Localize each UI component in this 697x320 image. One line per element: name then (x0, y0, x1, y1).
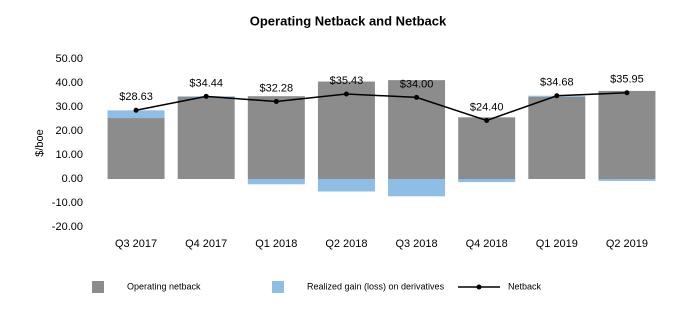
x-tick-label: Q4 2018 (466, 238, 508, 250)
point (414, 94, 420, 100)
legend-swatch (272, 281, 284, 293)
y-tick-label: 30.00 (55, 101, 83, 113)
data-label: $32.28 (259, 82, 293, 94)
bar (317, 179, 375, 192)
point (343, 91, 349, 97)
y-tick-label: 50.00 (55, 53, 83, 65)
bar (247, 96, 305, 179)
bar (107, 118, 165, 179)
legend-label: Operating netback (127, 281, 201, 291)
line (135, 91, 627, 122)
bar (107, 110, 165, 119)
bar (598, 179, 656, 181)
point (624, 90, 630, 96)
y-tick-label: -20.00 (52, 221, 83, 233)
bar (177, 96, 235, 179)
point (133, 107, 139, 113)
point (554, 93, 560, 99)
y-axis-label: $/boe (34, 129, 46, 157)
legend-swatch (92, 281, 104, 293)
bar (317, 81, 375, 179)
legend-label: Netback (508, 281, 542, 291)
y-tick-label: -10.00 (52, 197, 83, 209)
legend-marker (476, 284, 482, 290)
x-tick-label: Q1 2019 (536, 238, 578, 250)
data-label: $34.00 (400, 78, 434, 90)
legend-label: Realized gain (loss) on derivatives (307, 281, 445, 291)
data-label: $24.40 (470, 101, 504, 113)
x-tick-label: Q4 2017 (185, 238, 227, 250)
x-tick-label: Q2 2018 (325, 238, 367, 250)
point (273, 99, 279, 105)
data-label: $28.63 (119, 91, 153, 103)
bar (247, 179, 305, 185)
y-tick-label: 20.00 (55, 125, 83, 137)
bar (528, 96, 586, 179)
data-label: $35.43 (330, 75, 364, 87)
x-tick-label: Q3 2018 (395, 238, 437, 250)
x-tick-label: Q1 2018 (255, 238, 297, 250)
y-tick-label: 10.00 (55, 149, 83, 161)
x-tick-label: Q3 2017 (115, 238, 157, 250)
point (484, 117, 490, 123)
bar (458, 117, 516, 179)
y-tick-label: 40.00 (55, 77, 83, 89)
bar (458, 179, 516, 183)
chart-title: Operating Netback and Netback (250, 13, 447, 28)
bar (388, 179, 446, 197)
data-label: $34.44 (189, 77, 223, 89)
x-tick-label: Q2 2019 (606, 238, 648, 250)
point (203, 93, 209, 99)
y-tick-label: 0.00 (62, 173, 83, 185)
bar (598, 90, 656, 179)
data-label: $34.68 (540, 77, 574, 89)
data-label: $35.95 (610, 74, 644, 86)
